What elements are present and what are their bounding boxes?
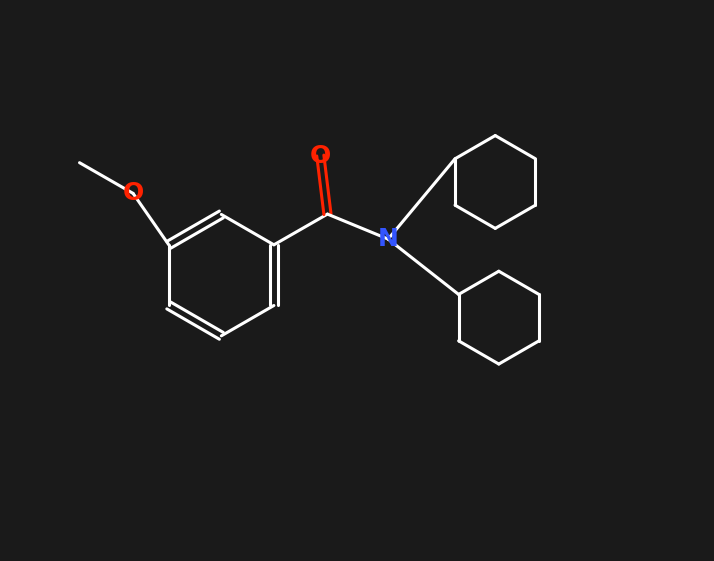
Text: N: N [378,227,398,251]
Text: O: O [123,181,144,205]
Text: O: O [310,144,331,168]
